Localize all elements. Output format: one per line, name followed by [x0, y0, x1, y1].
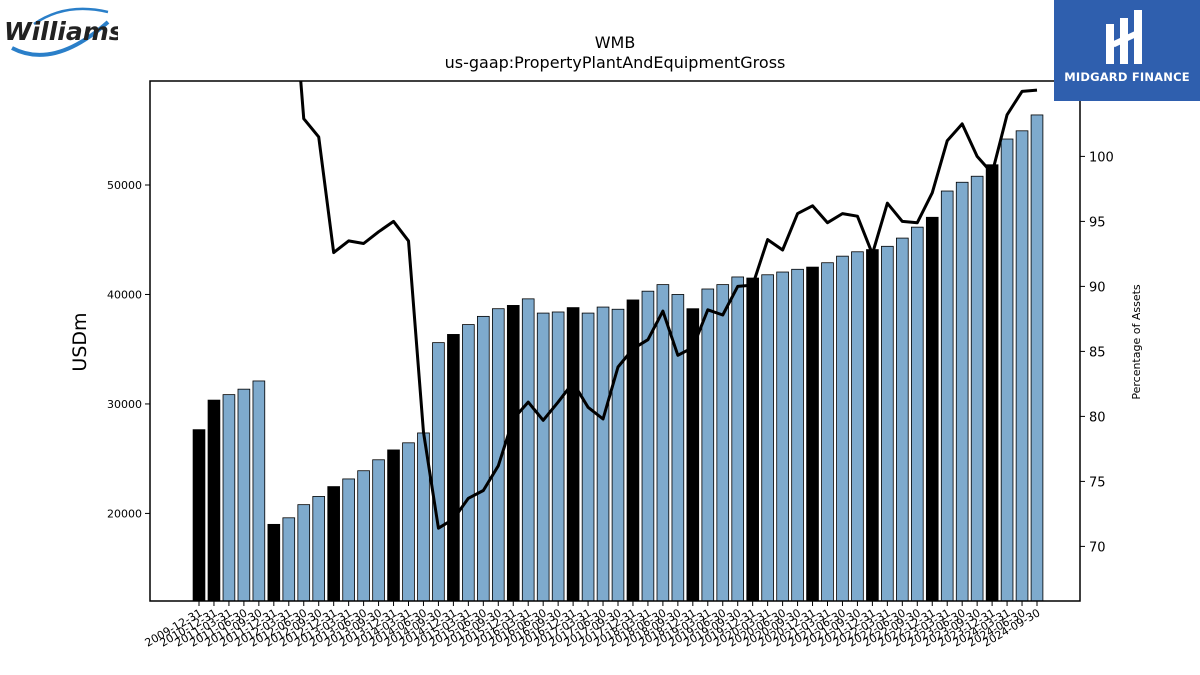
bar — [596, 306, 610, 602]
bar — [551, 311, 565, 602]
midgard-mark-icon — [1106, 10, 1142, 64]
bar — [791, 268, 804, 602]
bar — [402, 442, 415, 602]
bar — [477, 315, 490, 602]
bars — [192, 114, 1044, 602]
bar — [970, 175, 984, 602]
bar — [896, 237, 909, 602]
y2-tick-label: 95 — [1089, 215, 1106, 230]
bar — [1015, 130, 1029, 602]
y-tick-label: 30000 — [107, 398, 142, 411]
chart-subtitle: us-gaap:PropertyPlantAndEquipmentGross — [445, 53, 786, 72]
y-tick-label: 40000 — [107, 288, 142, 301]
bar — [716, 284, 730, 602]
bar — [521, 298, 535, 602]
y2-axis-label: Percentage of Assets — [1130, 284, 1143, 400]
bar — [237, 388, 251, 602]
bar — [536, 312, 550, 602]
bar — [806, 266, 819, 602]
bar — [357, 470, 370, 602]
y-tick-label: 20000 — [107, 507, 142, 520]
bar — [252, 380, 266, 602]
bar — [506, 305, 520, 602]
bar — [686, 308, 700, 602]
plot-frame — [149, 80, 1081, 602]
bar — [656, 284, 670, 602]
bar — [297, 504, 311, 602]
williams-logo: Williams — [4, 7, 118, 57]
bar — [1030, 114, 1044, 602]
bar — [566, 307, 580, 602]
bar — [192, 429, 206, 602]
bar — [387, 449, 400, 602]
bar — [342, 478, 355, 602]
bar — [581, 312, 595, 602]
bar — [462, 324, 475, 602]
bar — [447, 334, 460, 602]
bar — [282, 517, 296, 602]
midgard-finance-logo: MIDGARD FINANCE — [1054, 0, 1200, 101]
bar — [701, 288, 715, 602]
y2-tick-label: 100 — [1089, 150, 1114, 165]
bar — [611, 308, 625, 602]
chart-title: WMB — [595, 33, 636, 52]
bar — [821, 262, 834, 602]
bar — [731, 276, 745, 602]
y2-tick-label: 85 — [1089, 345, 1106, 360]
y2-tick-label: 80 — [1089, 410, 1106, 425]
bar — [432, 342, 445, 602]
bar — [836, 255, 849, 602]
williams-logo-text: Williams — [4, 17, 118, 46]
bar — [372, 459, 385, 602]
bar — [746, 277, 759, 602]
bar — [925, 216, 939, 602]
y2-tick-label: 90 — [1089, 280, 1106, 295]
bar — [985, 164, 999, 602]
bar — [1000, 138, 1014, 602]
bar — [222, 394, 236, 602]
y-tick-label: 50000 — [107, 179, 142, 192]
bar — [776, 271, 789, 602]
bar — [267, 523, 281, 602]
bar — [761, 274, 774, 602]
y-axis-label: USDm — [69, 312, 91, 371]
percentage-line — [299, 81, 1038, 530]
bar — [910, 226, 924, 602]
y2-tick-label: 75 — [1089, 475, 1106, 490]
bar — [312, 496, 326, 602]
y2-tick-label: 70 — [1089, 540, 1106, 555]
axes — [149, 80, 1081, 602]
bar — [207, 399, 221, 602]
bar — [866, 249, 879, 602]
bar — [955, 181, 969, 602]
midgard-logo-text: MIDGARD FINANCE — [1064, 70, 1190, 84]
bar — [881, 245, 894, 602]
bar — [327, 486, 340, 602]
ticks: 200003000040000500007075808590951002009-… — [107, 150, 1114, 649]
bar — [851, 251, 864, 602]
line-layer — [299, 81, 1038, 530]
bar — [940, 190, 954, 602]
